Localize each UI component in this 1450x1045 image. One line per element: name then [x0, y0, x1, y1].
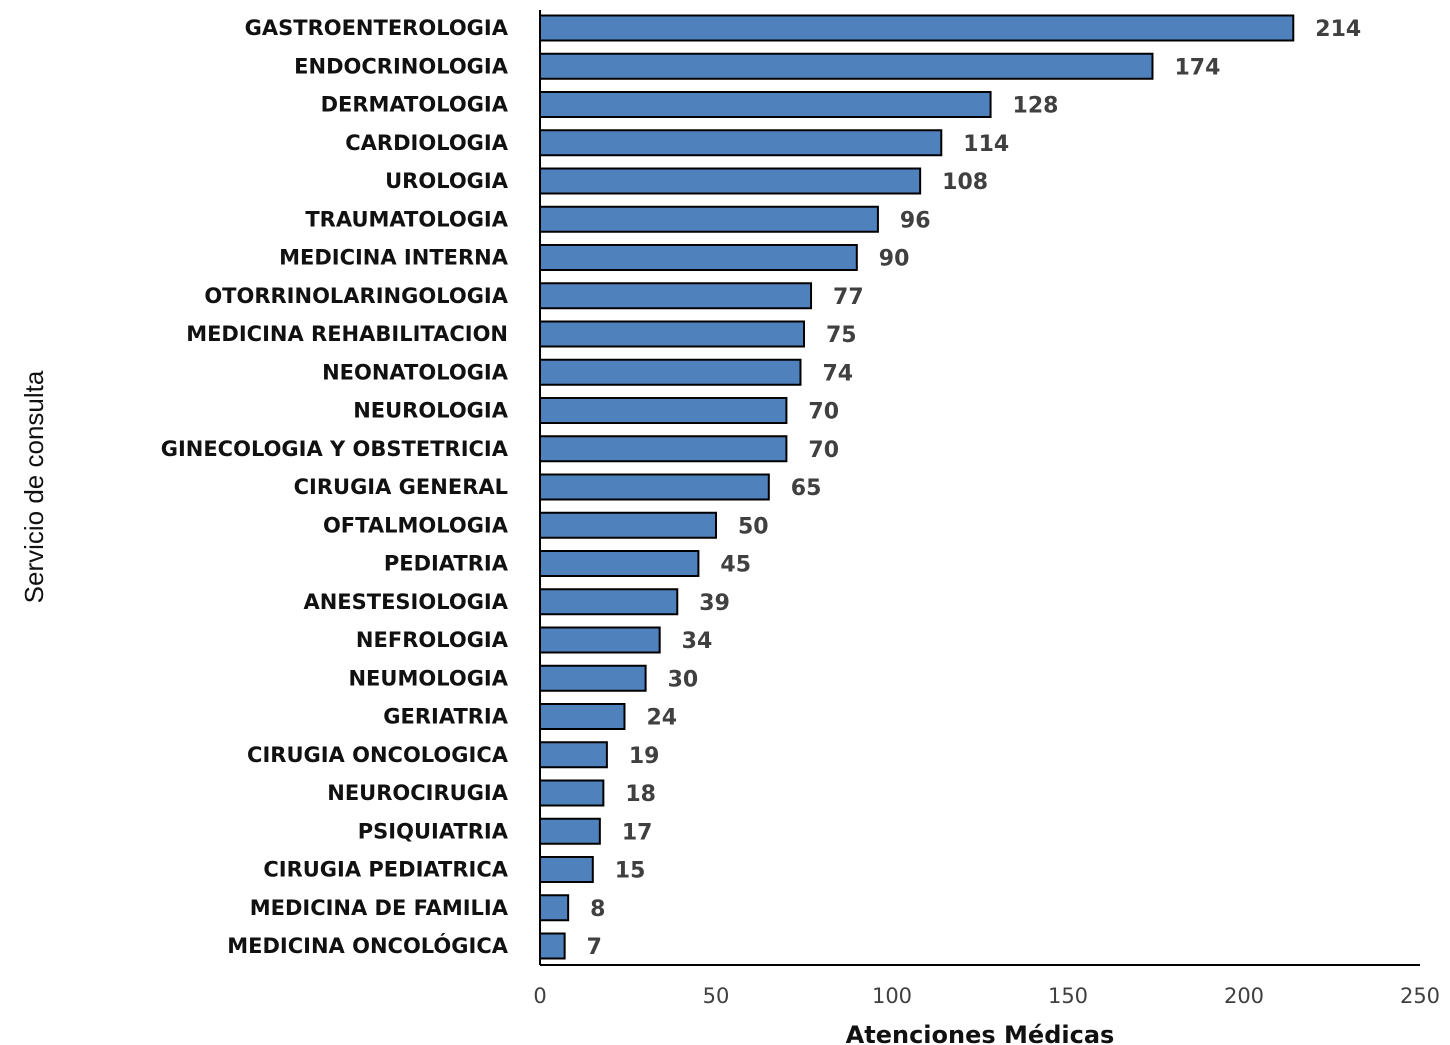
value-label: 90 — [879, 247, 910, 272]
value-label: 15 — [615, 859, 646, 884]
bar — [539, 588, 679, 616]
category-label: GERIATRIA — [383, 705, 508, 729]
category-label: NEUMOLOGIA — [348, 666, 508, 690]
value-label: 214 — [1315, 17, 1361, 42]
bar — [539, 167, 922, 195]
category-label: GINECOLOGIA Y OBSTETRICIA — [161, 437, 509, 461]
category-label: CIRUGIA GENERAL — [294, 475, 508, 499]
bar — [539, 244, 858, 271]
bar — [539, 52, 1154, 80]
bar — [539, 435, 788, 463]
value-label: 65 — [791, 476, 822, 501]
category-label: NEUROCIRUGIA — [327, 781, 508, 805]
category-labels: GASTROENTEROLOGIA ENDOCRINOLOGIA DERMATOLO… — [161, 16, 509, 958]
x-tick-label: 0 — [533, 984, 546, 1008]
value-label: 77 — [833, 285, 864, 310]
bar — [539, 664, 647, 692]
bar — [539, 817, 601, 845]
value-label: 39 — [699, 591, 730, 616]
y-axis-title: Servicio de consulta — [19, 370, 49, 603]
value-label: 74 — [822, 361, 853, 386]
category-label: CIRUGIA ONCOLOGICA — [247, 743, 509, 767]
bar — [539, 91, 992, 118]
category-label: ANESTESIOLOGIA — [303, 590, 508, 614]
bar — [539, 358, 802, 386]
value-label: 17 — [622, 820, 653, 845]
value-label: 7 — [587, 935, 602, 960]
bar — [539, 932, 566, 960]
x-tick-label: 150 — [1048, 984, 1088, 1008]
bars-group — [539, 14, 1295, 960]
value-label: 8 — [590, 897, 605, 922]
x-tick-label: 250 — [1400, 984, 1440, 1008]
category-label: PEDIATRIA — [384, 552, 509, 576]
x-tick-label: 100 — [872, 984, 912, 1008]
value-label: 128 — [1013, 94, 1059, 119]
category-label: PSIQUIATRIA — [358, 819, 509, 843]
category-label: OFTALMOLOGIA — [323, 513, 509, 537]
value-label: 96 — [900, 208, 931, 233]
bar — [539, 473, 770, 501]
value-label: 108 — [942, 170, 988, 195]
bar — [539, 320, 805, 348]
value-label: 174 — [1174, 55, 1220, 80]
bar — [539, 14, 1295, 42]
category-label: TRAUMATOLOGIA — [305, 207, 508, 231]
value-label: 18 — [625, 782, 656, 807]
x-axis-title: Atenciones Médicas — [846, 1021, 1115, 1045]
bar — [539, 703, 626, 730]
category-label: NEONATOLOGIA — [322, 360, 509, 384]
category-label: OTORRINOLARINGOLOGIA — [204, 284, 508, 308]
value-label: 34 — [682, 629, 713, 654]
bar — [539, 626, 661, 654]
value-label: 70 — [808, 438, 839, 463]
category-label: CIRUGIA PEDIATRICA — [263, 858, 508, 882]
category-label: NEUROLOGIA — [353, 399, 509, 423]
bar — [539, 282, 813, 310]
category-label: MEDICINA ONCOLÓGICA — [227, 933, 508, 958]
value-label: 114 — [963, 132, 1009, 157]
bar — [539, 779, 605, 807]
category-label: DERMATOLOGIA — [321, 93, 509, 117]
category-label: ENDOCRINOLOGIA — [294, 54, 509, 78]
bar — [539, 205, 879, 233]
category-label: MEDICINA REHABILITACION — [186, 322, 508, 346]
value-label: 19 — [629, 744, 660, 769]
x-tick-label: 200 — [1224, 984, 1264, 1008]
value-label: 30 — [668, 667, 699, 692]
category-label: UROLOGIA — [385, 169, 509, 193]
value-label: 75 — [826, 323, 857, 348]
x-tick-labels: 0 50 100 150 200 250 — [533, 984, 1440, 1008]
bar — [539, 741, 608, 769]
bar — [539, 856, 594, 883]
bar — [539, 894, 570, 922]
value-label: 45 — [720, 553, 751, 578]
category-label: CARDIOLOGIA — [345, 131, 508, 155]
bar — [539, 397, 788, 424]
category-label: MEDICINA INTERNA — [279, 246, 509, 270]
value-label: 24 — [646, 706, 677, 731]
bar — [539, 129, 943, 157]
x-tick-label: 50 — [703, 984, 730, 1008]
bar — [539, 511, 717, 539]
value-label: 50 — [738, 514, 769, 539]
category-label: MEDICINA DE FAMILIA — [250, 896, 509, 920]
value-label: 70 — [808, 400, 839, 425]
bar — [539, 550, 700, 577]
category-label: GASTROENTEROLOGIA — [245, 16, 509, 40]
category-label: NEFROLOGIA — [356, 628, 509, 652]
